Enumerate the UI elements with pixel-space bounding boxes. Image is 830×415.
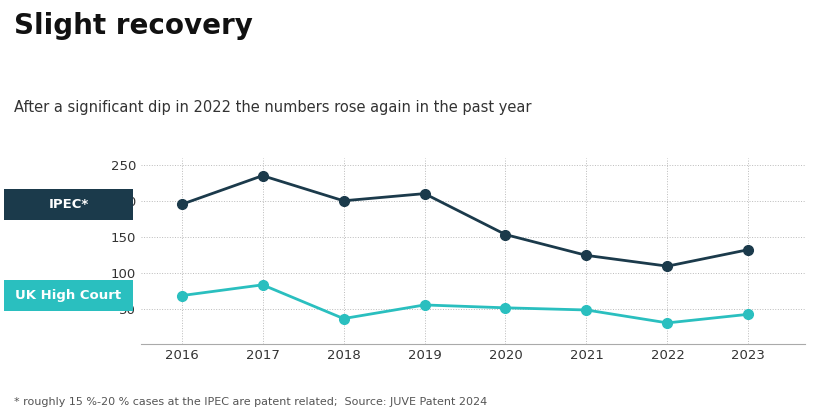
Text: * roughly 15 %-20 % cases at the IPEC are patent related;  Source: JUVE Patent 2: * roughly 15 %-20 % cases at the IPEC ar… bbox=[14, 397, 487, 407]
Text: UK High Court: UK High Court bbox=[16, 289, 121, 302]
Text: IPEC*: IPEC* bbox=[48, 198, 89, 211]
Text: After a significant dip in 2022 the numbers rose again in the past year: After a significant dip in 2022 the numb… bbox=[14, 100, 531, 115]
Text: Slight recovery: Slight recovery bbox=[14, 12, 253, 40]
